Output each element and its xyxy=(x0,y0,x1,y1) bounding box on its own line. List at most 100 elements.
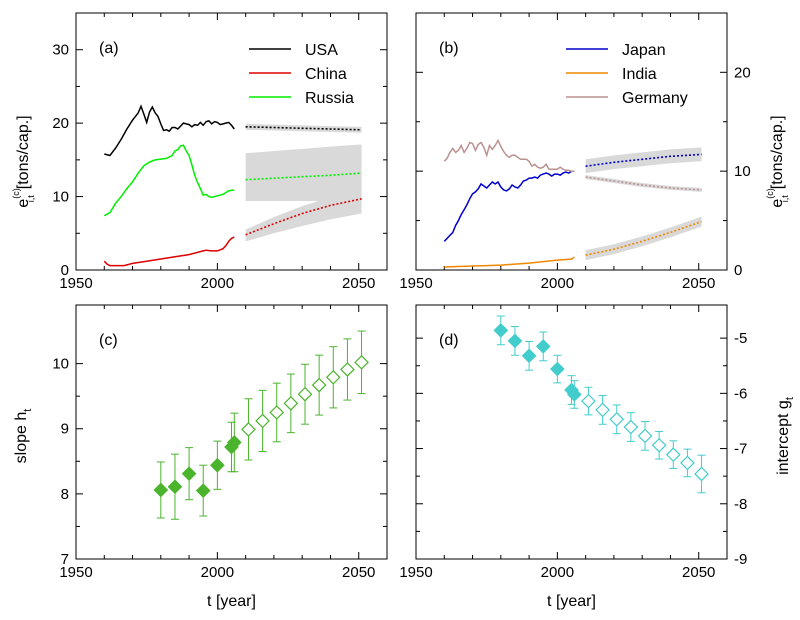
y-axis-label-unit: [tons/cap.] xyxy=(769,115,786,189)
data-point-filled xyxy=(181,466,197,482)
panel-b: 1950 2000 2050 0 10 20 (b) Japan India Germany e(c… xyxy=(399,12,790,292)
x-tick-label: 1950 xyxy=(59,275,92,292)
y-axis-label-symbol: e xyxy=(15,199,32,208)
data-point-filled xyxy=(535,339,551,354)
panel-d: 1950 2000 2050 -9 -8 -7 -6 -5 (d) t [year] interce… xyxy=(399,304,796,610)
data-point-open xyxy=(283,395,299,411)
data-point-open xyxy=(269,405,285,420)
data-point-open xyxy=(311,377,327,393)
legend-label-india: India xyxy=(622,66,657,83)
forecast-line-russia xyxy=(245,172,362,181)
data-point-filled xyxy=(507,333,523,349)
y-tick-label: -8 xyxy=(734,496,747,513)
x-tick-label: 1950 xyxy=(399,564,432,581)
y-axis-label-subscript: t xyxy=(784,397,796,400)
x-tick-label: 2000 xyxy=(541,564,574,581)
data-point-open xyxy=(581,393,596,409)
y-axis-label: intercept gt xyxy=(775,397,796,475)
legend-label-usa: USA xyxy=(305,42,338,59)
y-axis-label-subscript: i,t xyxy=(26,195,36,203)
series-line-germany xyxy=(443,138,575,172)
plot-frame xyxy=(415,304,728,560)
data-point-filled xyxy=(210,457,225,473)
legend-label-japan: Japan xyxy=(622,42,666,59)
y-axis-label: slope ht xyxy=(13,409,34,464)
y-tick-label: 20 xyxy=(734,64,751,81)
y-tick-label: 10 xyxy=(734,163,751,180)
y-tick-label: 10 xyxy=(52,189,69,206)
series-line-russia xyxy=(103,144,235,217)
panel-a: 1950 2000 2050 0 10 20 30 (a) USA China Russia e(c)… xyxy=(11,12,388,292)
x-tick-label: 2050 xyxy=(682,564,715,581)
data-point-open xyxy=(680,455,695,471)
data-point-filled xyxy=(226,435,242,450)
data-point-open xyxy=(354,354,369,370)
panel-label: (b) xyxy=(439,40,459,57)
y-axis-label-superscript: (c) xyxy=(765,188,775,199)
plot-frame xyxy=(75,12,388,271)
forecast-band-japan xyxy=(585,147,702,174)
data-point-filled xyxy=(550,361,565,377)
data-point-filled xyxy=(493,323,509,338)
y-tick-label: 7 xyxy=(61,551,69,568)
panel-c: 1950 2000 2050 7 8 9 10 (c) t [year] slope ht xyxy=(13,304,388,610)
y-tick-label: -7 xyxy=(734,441,747,458)
forecast-band-usa xyxy=(245,123,362,133)
y-tick-label: 0 xyxy=(61,262,69,279)
forecast-band-russia xyxy=(245,144,362,201)
plot-frame xyxy=(75,304,388,560)
data-point-open xyxy=(651,437,667,453)
forecast-line-germany xyxy=(585,176,702,191)
data-point-open xyxy=(241,422,256,437)
x-tick-label: 1950 xyxy=(59,564,92,581)
forecast-band-germany xyxy=(585,175,702,192)
x-tick-label: 2000 xyxy=(201,564,234,581)
data-point-open xyxy=(665,447,681,462)
y-tick-label: -9 xyxy=(734,551,747,568)
x-tick-label: 1950 xyxy=(399,275,432,292)
data-point-filled xyxy=(195,483,211,498)
legend-label-russia: Russia xyxy=(305,90,354,107)
forecast-band-india xyxy=(585,216,702,261)
y-axis-label-text: intercept g xyxy=(775,400,792,475)
x-tick-label: 2050 xyxy=(342,564,375,581)
data-point-open xyxy=(340,362,355,377)
y-tick-label: 30 xyxy=(52,42,69,59)
series-line-usa xyxy=(104,104,235,157)
y-axis-label: e(c) i,t [tons/cap.] xyxy=(765,115,790,207)
x-tick-label: 2000 xyxy=(541,275,574,292)
forecast-line-japan xyxy=(585,153,702,167)
y-tick-label: 8 xyxy=(61,486,69,503)
panel-label: (a) xyxy=(99,40,119,57)
y-axis-label-symbol: e xyxy=(769,199,786,208)
y-tick-label: 0 xyxy=(734,262,742,279)
y-tick-label: -6 xyxy=(734,385,747,402)
panel-label: (d) xyxy=(439,332,459,349)
data-point-open xyxy=(623,419,639,435)
data-point-filled xyxy=(521,348,537,364)
data-point-open xyxy=(297,386,313,402)
series-line-china xyxy=(103,236,235,267)
panel-label: (c) xyxy=(99,332,118,349)
legend-label-china: China xyxy=(305,66,347,83)
y-axis-label-superscript: (c) xyxy=(11,188,21,199)
y-tick-label: -5 xyxy=(734,330,747,347)
y-tick-label: 9 xyxy=(61,421,69,438)
y-axis-label-subscript: t xyxy=(22,409,34,412)
data-point-open xyxy=(595,402,610,418)
data-point-filled xyxy=(153,482,169,498)
series-line-japan xyxy=(443,170,575,242)
x-tick-label: 2000 xyxy=(201,275,234,292)
x-tick-label: 2050 xyxy=(342,275,375,292)
data-point-open xyxy=(637,428,653,444)
data-point-open xyxy=(325,369,341,385)
forecast-band-china xyxy=(245,189,362,242)
y-tick-label: 10 xyxy=(52,356,69,373)
series-line-india xyxy=(444,256,575,268)
x-tick-label: 2050 xyxy=(682,275,715,292)
data-point-open xyxy=(694,466,709,482)
data-point-filled xyxy=(167,479,183,495)
data-point-filled xyxy=(566,387,582,402)
y-axis-label-subscript: i,t xyxy=(780,195,790,203)
